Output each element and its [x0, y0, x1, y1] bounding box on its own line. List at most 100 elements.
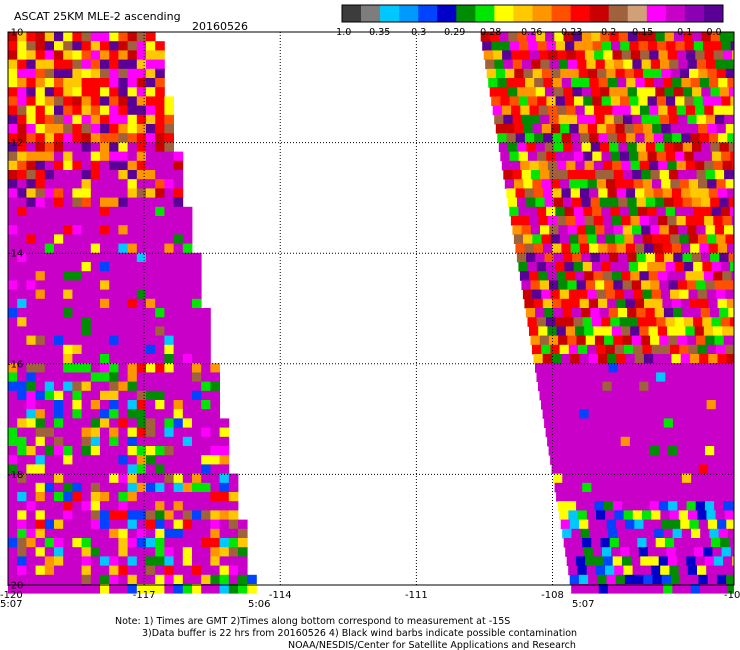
data-cell: [164, 381, 174, 392]
data-cell: [537, 151, 547, 162]
data-cell: [118, 78, 128, 88]
data-cell: [173, 188, 184, 198]
data-cell: [109, 114, 119, 125]
data-cell: [543, 243, 553, 254]
data-cell: [679, 234, 690, 244]
data-cell: [63, 50, 73, 60]
data-cell: [692, 538, 703, 548]
data-cell: [643, 68, 653, 79]
data-cell: [72, 298, 82, 309]
data-cell: [35, 510, 46, 520]
colorbar-swatch: [703, 5, 724, 22]
data-cell: [615, 519, 626, 530]
data-cell: [631, 556, 641, 566]
data-cell: [182, 354, 193, 364]
data-cell: [637, 372, 648, 382]
data-cell: [26, 252, 36, 263]
data-cell: [182, 234, 193, 244]
data-cell: [677, 335, 688, 346]
data-cell: [100, 197, 110, 208]
data-cell: [731, 160, 735, 171]
data-cell: [526, 32, 537, 42]
data-cell: [155, 96, 165, 106]
data-cell: [540, 225, 550, 235]
data-cell: [100, 78, 110, 88]
data-cell: [210, 381, 220, 392]
data-cell: [164, 436, 174, 447]
data-cell: [694, 381, 704, 392]
data-cell: [146, 234, 156, 244]
data-cell: [616, 243, 627, 254]
data-cell: [605, 455, 615, 465]
data-cell: [72, 326, 82, 336]
data-cell: [545, 372, 556, 382]
data-cell: [100, 114, 110, 125]
data-cell: [72, 501, 82, 511]
data-cell: [155, 519, 165, 530]
data-cell: [35, 160, 46, 171]
data-cell: [164, 427, 174, 438]
data-cell: [164, 280, 174, 290]
data-cell: [17, 510, 27, 520]
data-cell: [564, 206, 575, 217]
data-cell: [72, 225, 82, 235]
data-cell: [182, 492, 193, 502]
data-cell: [614, 565, 624, 576]
data-cell: [556, 492, 566, 502]
data-cell: [669, 455, 680, 465]
data-cell: [109, 574, 119, 585]
data-cell: [72, 133, 82, 143]
data-cell: [72, 455, 82, 465]
data-cell: [646, 427, 657, 438]
data-cell: [63, 105, 73, 116]
data-cell: [136, 234, 147, 244]
data-cell: [611, 547, 621, 557]
data-cell: [711, 262, 722, 272]
data-cell: [673, 308, 683, 318]
data-cell: [136, 400, 147, 410]
data-cell: [558, 59, 569, 70]
data-cell: [534, 78, 544, 88]
data-cell: [482, 41, 492, 51]
data-cell: [44, 409, 55, 419]
data-cell: [573, 372, 583, 382]
data-cell: [532, 179, 542, 189]
data-cell: [100, 390, 110, 401]
data-cell: [576, 501, 586, 511]
data-cell: [109, 372, 119, 382]
data-cell: [635, 78, 645, 88]
data-cell: [26, 574, 36, 585]
data-cell: [146, 197, 156, 208]
data-cell: [118, 363, 128, 373]
data-cell: [118, 243, 128, 254]
data-cell: [173, 372, 184, 382]
data-cell: [639, 160, 650, 171]
data-cell: [90, 298, 101, 309]
data-cell: [136, 473, 147, 484]
data-cell: [26, 234, 36, 244]
data-cell: [72, 188, 82, 198]
data-cell: [727, 243, 735, 254]
data-cell: [164, 390, 174, 401]
data-cell: [636, 418, 646, 428]
data-cell: [8, 160, 18, 171]
data-cell: [529, 326, 539, 336]
data-cell: [54, 381, 64, 392]
data-cell: [35, 492, 46, 502]
data-cell: [617, 363, 628, 373]
data-cell: [658, 216, 668, 226]
data-cell: [63, 372, 73, 382]
data-cell: [136, 574, 147, 585]
y-tick-label: -12: [7, 138, 23, 149]
data-cell: [44, 225, 55, 235]
data-cell: [670, 234, 680, 244]
data-cell: [529, 160, 539, 171]
data-cell: [606, 68, 616, 79]
data-cell: [90, 50, 101, 60]
data-cell: [54, 547, 64, 557]
data-cell: [72, 492, 82, 502]
data-cell: [638, 151, 648, 162]
data-cell: [599, 197, 610, 208]
data-cell: [136, 344, 147, 355]
data-cell: [565, 547, 575, 557]
